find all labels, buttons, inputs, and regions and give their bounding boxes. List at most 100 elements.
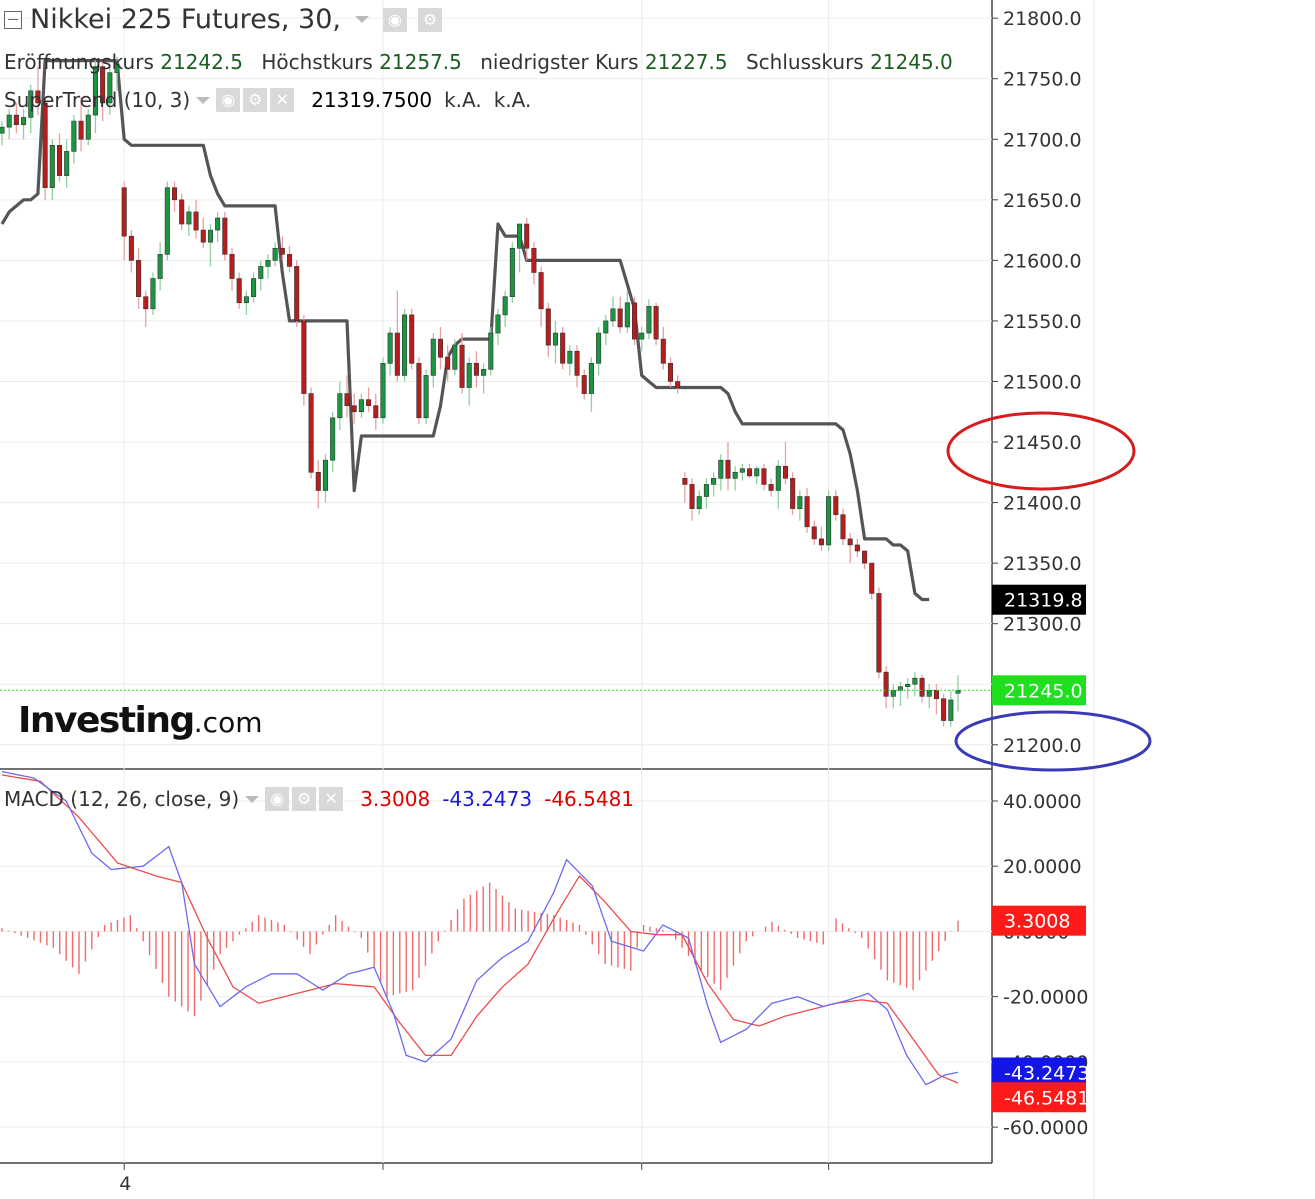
supertrend-value: 21319.7500 (311, 88, 433, 112)
candle-up (265, 260, 271, 267)
candle-down (847, 538, 853, 546)
candle-down (653, 306, 659, 340)
price-tick-label: 21300.0 (1003, 614, 1082, 636)
macd-signal-marker-bg (992, 1082, 1086, 1113)
candle-down (941, 698, 947, 721)
signal-line (1, 774, 959, 1084)
candle-up (718, 459, 724, 479)
candle-up (186, 211, 192, 225)
candle-up (430, 338, 436, 376)
candle-up (164, 187, 170, 255)
last-price-marker-text: 21245.0 (1004, 680, 1083, 702)
candle-down (200, 229, 206, 243)
candle-up (552, 332, 559, 346)
logo-suffix: .com (193, 706, 263, 739)
candle-down (632, 302, 638, 340)
chevron-down-icon[interactable] (196, 96, 211, 104)
candle-down (366, 399, 372, 406)
supertrend-label: SuperTrend (10, 3) (4, 88, 191, 112)
candle-down (279, 247, 285, 255)
price-tick-label: 21450.0 (1003, 432, 1082, 454)
price-tick-label: 21800.0 (1003, 8, 1082, 30)
high-value: 21257.5 (379, 50, 462, 74)
candle-down (416, 363, 422, 419)
candle-up (85, 114, 91, 140)
candle-up (912, 677, 918, 685)
candle-up (775, 465, 781, 491)
gear-icon[interactable]: ⚙ (292, 787, 317, 811)
open-value: 21242.5 (160, 50, 243, 74)
candle-down (747, 468, 753, 477)
eye-icon[interactable]: ◉ (265, 787, 290, 811)
candle-down (660, 338, 666, 364)
candle-up (596, 332, 602, 364)
ohlc-legend: Eröffnungskurs 21242.5 Höchstkurs 21257.… (4, 50, 965, 74)
time-tick-label: 4 (119, 1173, 131, 1195)
chart-title: Nikkei 225 Futures, 30, (30, 4, 341, 35)
gear-icon[interactable]: ⚙ (243, 88, 268, 112)
candle-down (222, 217, 228, 255)
candle-up (337, 393, 343, 419)
red-circle-annotation (946, 411, 1136, 491)
candle-up (646, 306, 652, 334)
macd-label: MACD (12, 26, close, 9) (4, 787, 240, 811)
candle-up (207, 229, 213, 243)
chevron-down-icon[interactable] (354, 16, 369, 23)
candle-up (358, 399, 364, 413)
candle-up (897, 686, 904, 691)
candle-up (387, 332, 393, 364)
candle-down (344, 393, 350, 406)
close-icon[interactable]: ✕ (319, 787, 344, 811)
candle-down (179, 199, 185, 225)
close-icon[interactable]: ✕ (270, 88, 295, 112)
supertrend-marker-bg (992, 584, 1086, 615)
candle-down (833, 496, 839, 515)
annotations (946, 411, 1152, 772)
candle-down (790, 478, 796, 509)
logo-bold: Investing (18, 700, 195, 741)
candle-down (286, 254, 293, 267)
candle-up (330, 417, 336, 461)
candle-up (890, 689, 896, 697)
candle-up (696, 496, 702, 509)
last-price-marker-bg (992, 675, 1086, 706)
candle-up (150, 278, 156, 310)
candle-up (258, 266, 264, 279)
eye-icon[interactable]: ◉ (216, 88, 241, 112)
candle-down (840, 514, 846, 540)
candle-down (121, 187, 127, 237)
candle-down (617, 308, 623, 328)
gear-icon[interactable]: ⚙ (417, 7, 442, 32)
candle-down (545, 308, 551, 346)
blue-circle-annotation (954, 710, 1152, 772)
chevron-down-icon[interactable] (245, 795, 260, 803)
candle-up (114, 63, 120, 73)
time-axis[interactable]: 4 (119, 1163, 830, 1195)
candle-down (445, 356, 451, 370)
macd-legend: MACD (12, 26, close, 9) ◉ ⚙ ✕ 3.3008 -43… (4, 787, 634, 811)
price-axis[interactable]: 21800.0 21750.0 21700.0 21650.0 21600.0 21550… (992, 8, 1088, 1139)
candle-up (495, 314, 501, 334)
candle-down (560, 332, 566, 364)
price-tick-label: 21500.0 (1003, 371, 1082, 393)
candle-down (13, 114, 19, 126)
price-tick-label: 21750.0 (1003, 69, 1082, 91)
candle-down (531, 247, 537, 273)
candle-up (71, 120, 77, 152)
eye-icon[interactable]: ◉ (382, 7, 407, 32)
candle-up (49, 145, 55, 189)
candle-up (107, 72, 113, 104)
macd-tick-label: 20.0000 (1003, 856, 1082, 878)
macd-hist-marker-text: 3.3008 (1004, 911, 1070, 933)
candle-down (811, 526, 817, 540)
candle-up (826, 496, 832, 546)
axis-markers: 21319.8 21245.0 3.3008 -43.2473 -46.5481 (992, 584, 1089, 1113)
close-label: Schlusskurs (745, 50, 864, 74)
candle-down (459, 344, 465, 388)
candle-down (667, 363, 674, 382)
candle-up (92, 66, 98, 116)
collapse-icon[interactable] (4, 10, 22, 29)
chart-title-row: Nikkei 225 Futures, 30, ◉ ⚙ (4, 4, 445, 35)
price-tick-label: 21650.0 (1003, 190, 1082, 212)
